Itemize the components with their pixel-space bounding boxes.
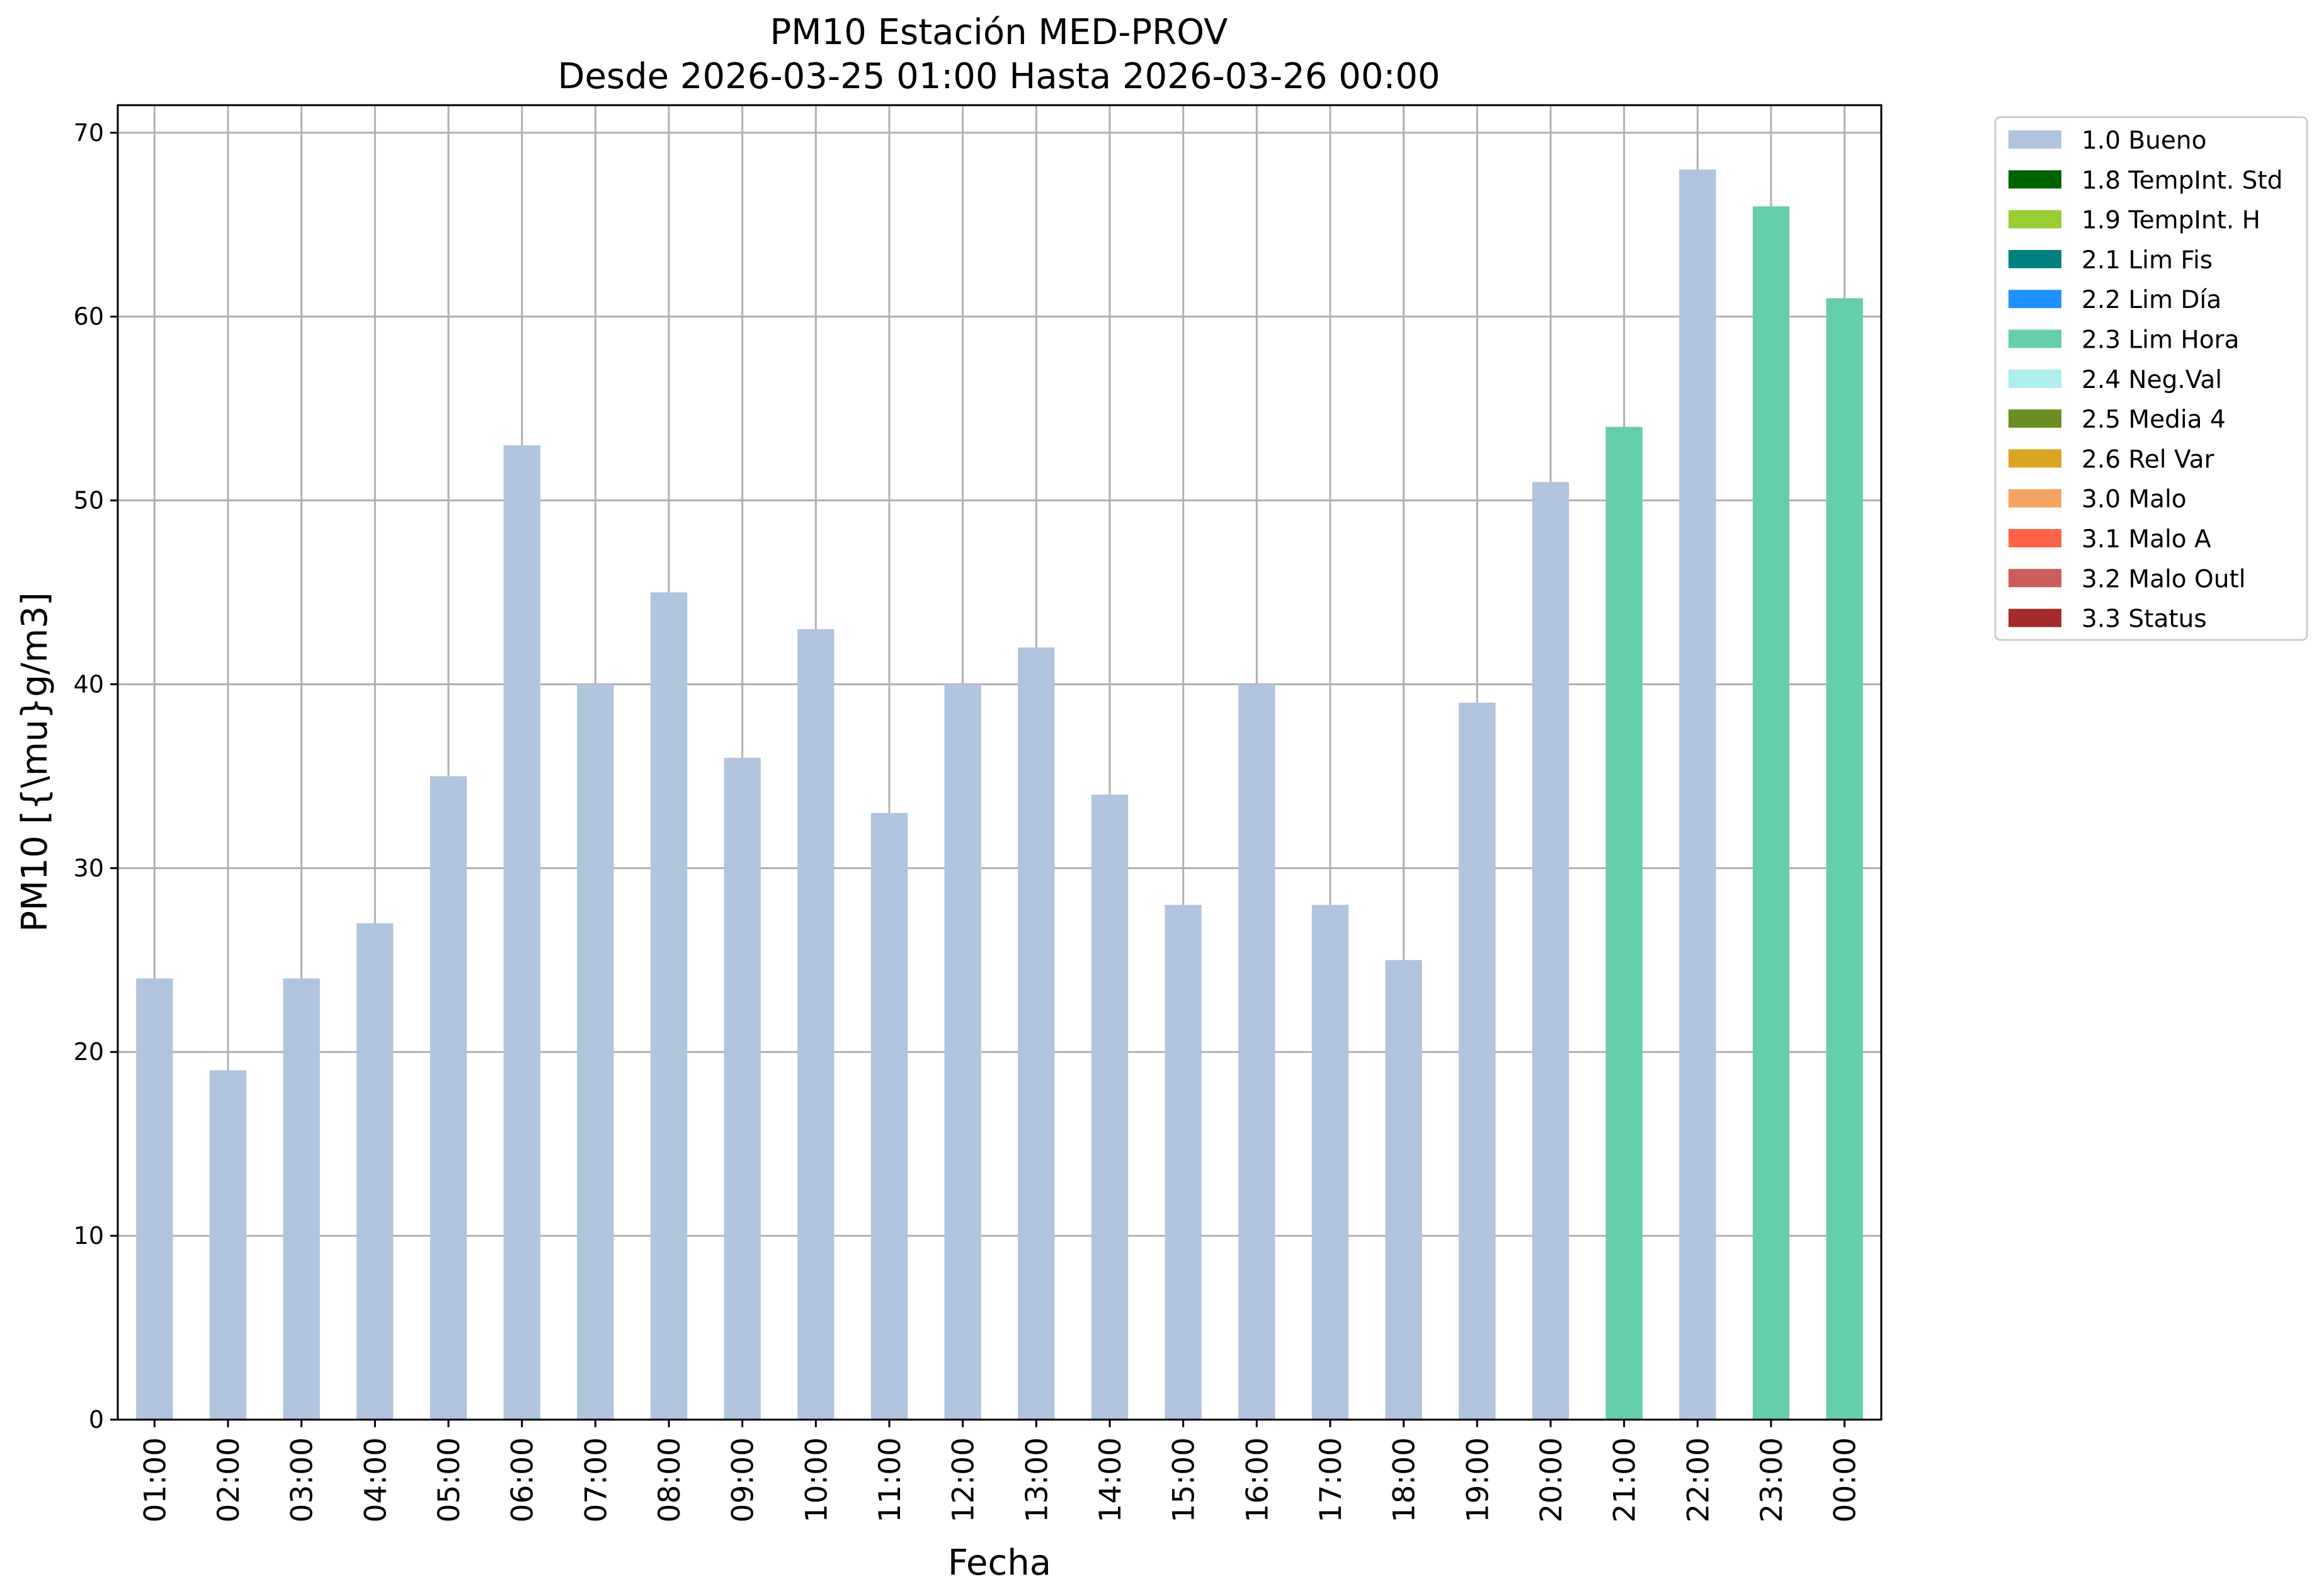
legend-label: 3.3 Status [2082,605,2207,634]
x-tick-label: 13:00 [1020,1437,1054,1522]
bar [136,978,173,1420]
bar [1826,298,1863,1420]
legend-swatch [2008,249,2061,268]
legend-label: 2.2 Lim Día [2082,286,2221,314]
y-tick-label: 70 [74,119,104,147]
bar [870,812,908,1420]
bar [356,923,394,1420]
x-tick-label: 14:00 [1093,1437,1128,1522]
x-tick-label: 16:00 [1240,1437,1275,1522]
x-axis-label: Fecha [948,1542,1051,1583]
x-tick-label: 02:00 [212,1437,246,1522]
x-tick-label: 21:00 [1608,1437,1643,1522]
bars [136,169,1863,1420]
bar [1752,206,1790,1420]
x-tick-label: 18:00 [1387,1437,1422,1522]
x-axis-ticks: 01:00 02:00 03:00 04:00 05:00 06:00 07:00 08:00… [138,1420,1863,1522]
x-tick-label: 03:00 [285,1437,320,1522]
x-tick-label: 01:00 [138,1437,173,1522]
chart-title: PM10 Estación MED-PROV [770,12,1228,53]
legend-swatch [2008,130,2061,149]
legend-label: 2.5 Media 4 [2082,406,2226,434]
x-tick-label: 05:00 [432,1437,467,1522]
bar [1679,169,1716,1420]
legend-label: 3.1 Malo A [2082,525,2211,554]
legend-swatch [2008,290,2061,309]
x-tick-label: 12:00 [947,1437,981,1522]
y-tick-label: 20 [74,1038,104,1066]
legend-swatch [2008,369,2061,388]
legend-swatch [2008,569,2061,588]
bar [724,758,761,1420]
bar [1311,904,1349,1420]
x-tick-label: 11:00 [873,1437,908,1522]
bar [209,1070,247,1420]
bar [283,978,320,1420]
x-tick-label: 15:00 [1167,1437,1202,1522]
y-tick-label: 30 [74,854,104,882]
legend-swatch [2008,210,2061,229]
y-tick-label: 40 [74,670,104,698]
bar [1459,702,1496,1420]
legend-label: 2.1 Lim Fis [2082,246,2213,275]
x-tick-label: 23:00 [1755,1437,1789,1522]
bar [1385,960,1422,1420]
legend-swatch [2008,449,2061,468]
legend-swatch [2008,608,2061,627]
legend-swatch [2008,529,2061,547]
legend-label: 2.3 Lim Hora [2082,326,2240,355]
legend-label: 1.0 Bueno [2082,127,2206,155]
legend-label: 3.2 Malo Outl [2082,565,2246,593]
bar [503,445,540,1420]
plot-frame [117,104,1883,1421]
bar [797,629,835,1420]
legend-swatch [2008,489,2061,508]
x-tick-label: 06:00 [506,1437,540,1522]
x-tick-label: 09:00 [726,1437,761,1522]
bar [1238,684,1275,1420]
bar [1605,426,1643,1420]
x-tick-label: 20:00 [1534,1437,1569,1522]
y-axis-ticks: 0 10 20 30 40 50 60 70 [74,119,118,1434]
y-axis-label: PM10 [{\mu}g/m3] [14,592,55,932]
x-tick-label: 19:00 [1461,1437,1495,1522]
plot-area [118,105,1881,1420]
x-tick-label: 10:00 [799,1437,834,1522]
x-tick-label: 00:00 [1828,1437,1863,1522]
legend-label: 1.8 TempInt. Std [2082,166,2282,195]
y-tick-label: 10 [74,1222,104,1250]
bar [650,592,688,1420]
bar [430,776,467,1420]
x-tick-label: 17:00 [1314,1437,1348,1522]
bar [1532,482,1570,1420]
x-tick-label: 07:00 [579,1437,613,1522]
bar [1165,904,1202,1420]
bar [944,684,981,1420]
legend-swatch [2008,329,2061,348]
y-tick-label: 0 [89,1406,104,1434]
y-tick-label: 50 [74,487,104,515]
bar [1091,794,1129,1420]
x-tick-label: 08:00 [652,1437,687,1522]
legend-label: 3.0 Malo [2082,486,2187,514]
chart-subtitle: Desde 2026-03-25 01:00 Hasta 2026-03-26 … [557,56,1440,97]
legend-label: 1.9 TempInt. H [2082,207,2260,235]
legend: 1.0 Bueno 1.8 TempInt. Std 1.9 TempInt. H 2… [1994,116,2308,641]
bar [1018,647,1055,1420]
x-tick-label: 04:00 [358,1437,393,1522]
legend-frame [1994,116,2308,641]
y-tick-label: 60 [74,303,104,331]
legend-swatch [2008,409,2061,428]
legend-label: 2.6 Rel Var [2082,445,2215,474]
x-tick-label: 22:00 [1681,1437,1716,1522]
bar [577,684,614,1420]
legend-swatch [2008,170,2061,189]
legend-label: 2.4 Neg.Val [2082,366,2222,394]
